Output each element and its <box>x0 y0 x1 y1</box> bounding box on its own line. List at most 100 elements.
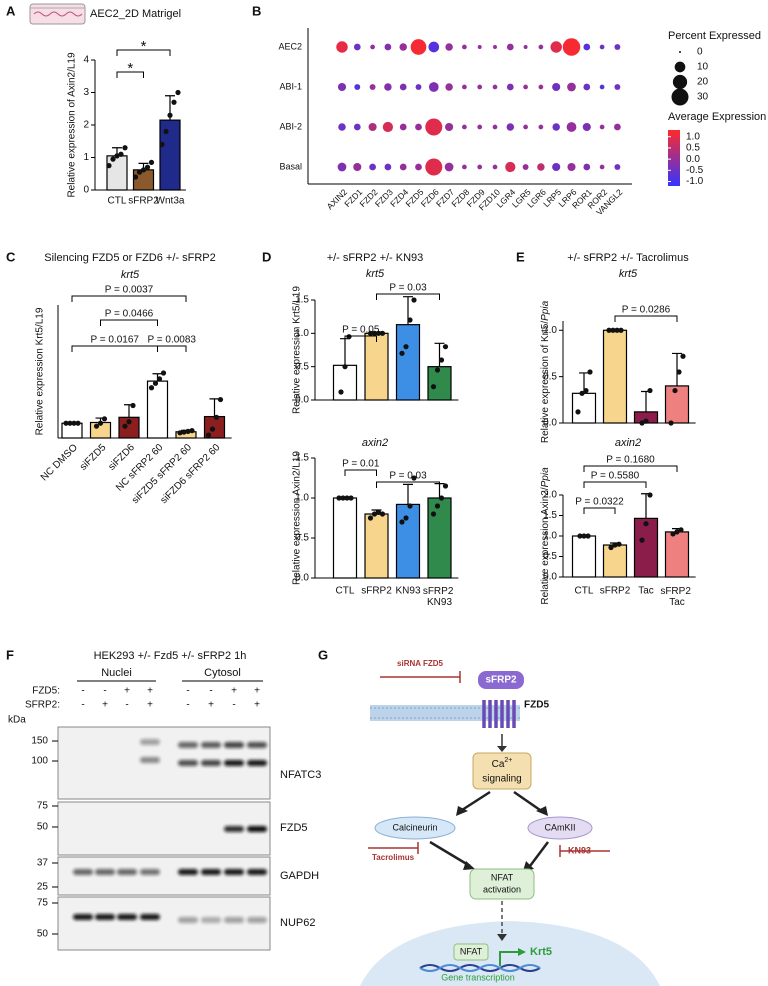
bar <box>132 169 155 191</box>
dot <box>477 45 482 49</box>
blot-band <box>224 760 244 766</box>
significance-bracket <box>344 335 377 342</box>
y-tick-label: 0 <box>83 185 89 196</box>
dot <box>444 162 454 172</box>
nfat-activation-label: activation <box>483 884 521 894</box>
blot-band <box>140 757 160 763</box>
dot <box>384 163 392 171</box>
legend-label: 20 <box>697 77 709 88</box>
blot-band <box>247 917 267 923</box>
y-axis-label: Relative expression of Axin2/L19 <box>67 52 78 198</box>
blot-band <box>224 826 244 832</box>
data-point <box>442 483 449 489</box>
panel-letter: G <box>318 647 328 662</box>
bar <box>571 392 597 424</box>
error-bar <box>434 342 445 367</box>
data-point <box>403 344 409 350</box>
comparison-label: P = 0.0286 <box>622 305 671 316</box>
receptor-label: FZD5 <box>524 700 549 711</box>
data-point <box>189 428 195 434</box>
data-point <box>407 317 413 323</box>
dot <box>425 118 443 136</box>
comparison-label: P = 0.03 <box>389 283 427 294</box>
data-point <box>148 159 155 165</box>
y-tick-label: ABI-2 <box>279 121 302 131</box>
dot <box>399 43 407 51</box>
panel-title: +/- sFRP2 +/- KN93 <box>327 252 424 264</box>
dot <box>462 44 467 50</box>
color-tick-label: -1.0 <box>686 176 704 187</box>
dot <box>538 84 544 90</box>
data-point <box>407 503 413 509</box>
data-point <box>75 420 81 426</box>
unit-label: kDa <box>8 715 26 726</box>
dot <box>599 164 605 170</box>
blot-band <box>178 869 198 875</box>
panel-title: AEC2_2D Matrigel <box>90 8 181 20</box>
bar <box>364 332 389 401</box>
legend-title: Average Expression <box>668 111 766 123</box>
marker-label: 75 <box>37 898 49 909</box>
data-point <box>148 385 155 391</box>
y-axis-label: Relative expression of Krt5/Ppia <box>540 300 551 443</box>
error-bar <box>672 352 682 386</box>
data-point <box>110 156 116 162</box>
legend-label: 30 <box>697 92 709 103</box>
data-point <box>639 420 645 426</box>
dot <box>337 82 347 92</box>
data-point <box>647 387 653 394</box>
data-point <box>63 420 69 426</box>
x-tick-label: Wnt3a <box>156 196 185 207</box>
data-point <box>674 529 680 535</box>
blot-band <box>247 760 267 766</box>
dot <box>492 164 498 170</box>
data-point <box>668 420 674 426</box>
error-bar <box>641 390 651 412</box>
dot <box>492 84 498 90</box>
nfat-activation-box <box>469 868 535 900</box>
dot <box>583 43 591 51</box>
data-point <box>217 396 224 403</box>
data-point <box>213 414 220 420</box>
data-point <box>136 169 143 175</box>
data-point <box>344 495 350 501</box>
x-tick-label: CTL <box>575 586 594 597</box>
legend-dot <box>679 51 681 53</box>
data-point <box>106 163 112 169</box>
y-tick-label: 1.0 <box>295 328 309 339</box>
dot <box>506 83 514 91</box>
data-point <box>177 430 183 436</box>
comparison-label: P = 0.03 <box>389 471 427 482</box>
bar <box>332 497 358 579</box>
data-point <box>171 99 177 105</box>
data-point <box>126 419 132 425</box>
y-tick-label: 0.5 <box>295 533 309 544</box>
dot <box>614 84 621 90</box>
dot <box>353 43 361 51</box>
x-tick-label: CTL <box>108 196 127 207</box>
condition-sign: + <box>254 700 260 711</box>
dish-icon <box>29 3 86 25</box>
significance-bracket <box>583 507 616 514</box>
data-point <box>338 389 344 395</box>
sirna-label: siRNA FZD5 <box>397 659 443 668</box>
bar <box>159 119 181 191</box>
data-point <box>438 357 445 363</box>
data-point <box>643 521 649 527</box>
data-point <box>348 495 354 501</box>
condition-sign: + <box>147 686 153 697</box>
dot <box>493 45 497 49</box>
condition-sign: - <box>209 686 212 697</box>
bar <box>395 324 421 401</box>
data-point <box>152 380 159 386</box>
camkii-shape <box>527 816 593 840</box>
dot <box>492 124 498 130</box>
significance-bracket <box>344 469 377 476</box>
panel-title: +/- sFRP2 +/- Tacrolimus <box>567 252 689 264</box>
y-tick-label: 1.5 <box>295 295 309 306</box>
dot <box>552 123 560 131</box>
blot-title: HEK293 +/- Fzd5 +/- sFRP2 1h <box>94 650 247 662</box>
group-label: Nuclei <box>101 667 132 679</box>
calcineurin-shape <box>374 816 456 840</box>
